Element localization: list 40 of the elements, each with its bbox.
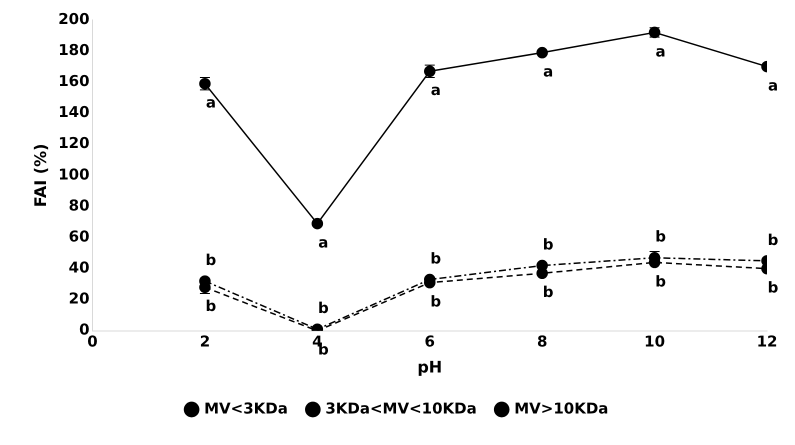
annotation: b (430, 249, 442, 268)
y-tick-label: 80 (68, 196, 90, 214)
legend-label: MV<3KDa (204, 399, 288, 418)
annotation: b (768, 278, 779, 297)
x-tick-label: 8 (536, 332, 548, 351)
annotation: b (318, 299, 329, 318)
annotation: b (430, 292, 442, 311)
annotation: b (542, 283, 554, 302)
y-tick-label: 100 (58, 165, 90, 184)
annotation: a (656, 42, 666, 60)
y-tick-label: 160 (58, 72, 90, 90)
annotation: a (768, 76, 778, 95)
annotation: a (206, 94, 216, 112)
legend-label: MV>10KDa (514, 399, 608, 418)
annotation: b (655, 272, 666, 290)
y-tick-label: 60 (68, 227, 90, 246)
x-tick-label: 2 (200, 332, 210, 351)
x-tick-label: 10 (644, 332, 666, 351)
y-tick-label: 200 (58, 10, 90, 28)
annotation: b (768, 230, 779, 249)
annotation: a (430, 81, 441, 100)
y-tick-label: 180 (58, 40, 90, 59)
annotation: b (206, 250, 217, 269)
y-tick-label: 20 (68, 290, 90, 308)
annotation: b (655, 228, 666, 246)
y-tick-label: 120 (58, 134, 90, 152)
x-axis-title: pH (417, 358, 442, 377)
annotation: b (542, 235, 554, 254)
point (536, 268, 548, 280)
y-tick-label: 40 (68, 258, 90, 277)
annotation: b (206, 297, 217, 316)
x-tick-label: 12 (756, 332, 778, 351)
point (312, 218, 324, 230)
x-tick-label: 6 (424, 332, 435, 351)
annotation: a (543, 62, 554, 81)
annotation: a (318, 233, 328, 252)
point (536, 46, 548, 58)
legend-label: 3KDa<MV<10KDa (325, 399, 477, 418)
y-axis-title: FAI (%) (30, 144, 50, 208)
y-tick-label: 140 (58, 103, 90, 122)
